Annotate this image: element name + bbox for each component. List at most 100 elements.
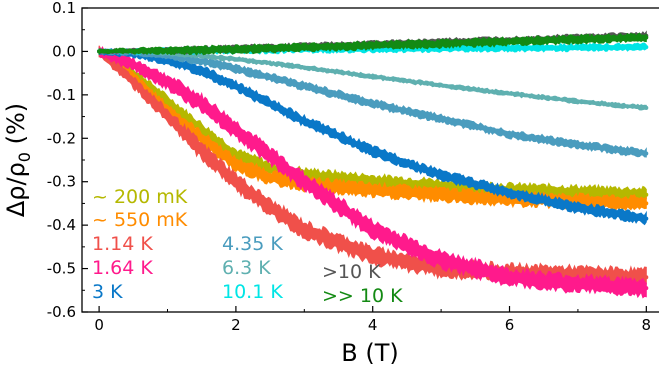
data-point	[439, 192, 444, 197]
data-point	[233, 66, 238, 71]
data-point	[439, 173, 444, 178]
data-point	[644, 286, 649, 291]
data-point	[644, 192, 649, 197]
data-point	[644, 275, 649, 280]
data-point	[302, 45, 307, 50]
data-point	[644, 105, 649, 110]
data-point	[165, 79, 170, 84]
legend: ~ 200 mK ~ 550 mK 1.14 K 1.64 K 3 K 4.35…	[92, 186, 403, 307]
data-point	[302, 84, 307, 89]
data-point	[233, 127, 238, 132]
data-point	[199, 59, 204, 63]
data-point	[268, 46, 273, 51]
data-point	[370, 149, 375, 154]
legend-label-1-64k: 1.64 K	[92, 257, 153, 279]
data-point	[644, 201, 649, 206]
y-tick-label: -0.4	[47, 216, 76, 234]
y-axis-label: Δρ/ρ0 (%)	[2, 103, 34, 217]
legend-label-10-1k: 10.1 K	[222, 281, 283, 303]
y-tick-label: -0.6	[47, 303, 76, 321]
legend-label-200mk: ~ 200 mK	[92, 186, 188, 208]
data-point	[165, 114, 170, 119]
data-point	[370, 101, 375, 106]
x-axis-label: B (T)	[341, 339, 398, 366]
data-point	[233, 57, 238, 62]
data-point	[302, 118, 307, 123]
series-band	[98, 48, 647, 226]
x-tick-label: 4	[368, 316, 378, 334]
y-tick-label: -0.5	[47, 260, 76, 278]
series-10	[97, 32, 649, 56]
legend-label-gtgt-10k: >> 10 K	[322, 285, 403, 307]
x-tick-label: 6	[505, 316, 515, 334]
data-point	[507, 91, 512, 96]
data-point	[575, 99, 580, 104]
x-tick-label: 8	[642, 316, 652, 334]
data-point	[575, 205, 580, 210]
legend-label-3k: 3 K	[92, 281, 123, 303]
data-point	[131, 49, 136, 53]
data-point	[575, 37, 580, 42]
legend-label-1-14k: 1.14 K	[92, 233, 153, 255]
data-point	[302, 65, 307, 70]
legend-label-4-35k: 4.35 K	[222, 233, 283, 255]
data-point	[370, 179, 375, 184]
legend-label-gt-10k: >10 K	[322, 261, 381, 283]
data-point	[507, 190, 512, 195]
data-point	[199, 136, 204, 141]
data-point	[302, 179, 307, 184]
data-point	[233, 162, 238, 167]
data-point	[575, 281, 580, 286]
data-point	[507, 275, 512, 280]
y-tick-label: 0.0	[52, 42, 76, 60]
series-4	[97, 46, 649, 299]
data-point	[165, 48, 170, 53]
data-point	[233, 47, 238, 52]
data-point	[268, 153, 273, 158]
data-point	[165, 99, 170, 104]
legend-label-6-3k: 6.3 K	[222, 257, 271, 279]
data-point	[439, 83, 444, 88]
series-7	[97, 49, 649, 111]
data-point	[131, 62, 136, 67]
series-layer	[97, 30, 649, 299]
data-point	[644, 216, 649, 221]
data-point	[199, 101, 204, 106]
data-point	[644, 151, 649, 156]
data-point	[165, 58, 170, 63]
y-tick-label: -0.3	[47, 173, 76, 191]
data-point	[507, 46, 512, 50]
data-point	[131, 79, 136, 84]
data-point	[199, 149, 204, 154]
y-tick-label: -0.1	[47, 86, 76, 104]
data-point	[439, 41, 444, 46]
data-point	[233, 179, 238, 184]
ticks-layer: 0 2 4 6 8 0.1 0.0 -0.1 -0.2 -0.3 -0.4 -0.5 -0.6	[47, 0, 651, 334]
data-point	[268, 61, 273, 66]
data-point	[268, 205, 273, 210]
x-tick-label: 2	[231, 316, 241, 334]
data-point	[644, 45, 649, 50]
data-point	[199, 53, 204, 58]
data-point	[370, 188, 375, 193]
data-point	[97, 49, 102, 54]
data-point	[268, 175, 273, 180]
data-point	[233, 84, 238, 89]
legend-label-550mk: ~ 550 mK	[92, 209, 188, 231]
data-point	[439, 257, 444, 262]
data-point	[268, 75, 273, 80]
data-point	[507, 39, 512, 44]
x-tick-label: 0	[94, 316, 104, 334]
data-point	[370, 74, 375, 79]
data-point	[370, 253, 375, 258]
data-point	[268, 166, 273, 171]
data-point	[268, 101, 273, 106]
data-point	[370, 227, 375, 232]
data-point	[575, 45, 580, 50]
y-tick-label: -0.2	[47, 129, 76, 147]
data-point	[575, 142, 580, 147]
data-point	[644, 35, 649, 40]
series-band	[98, 46, 647, 299]
data-point	[370, 43, 375, 48]
data-point	[507, 131, 512, 136]
